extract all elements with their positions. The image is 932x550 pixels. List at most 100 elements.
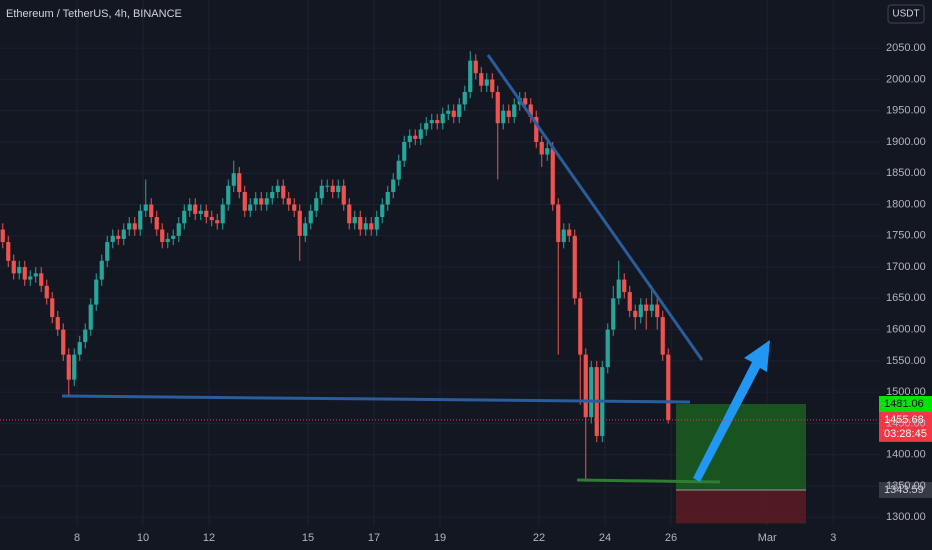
candle-body bbox=[215, 220, 220, 224]
candle-body bbox=[319, 185, 324, 199]
candle-body bbox=[561, 229, 566, 243]
candle-body bbox=[0, 229, 5, 243]
candle-body bbox=[369, 223, 374, 230]
candle-body bbox=[209, 217, 214, 221]
candle-body bbox=[407, 135, 412, 142]
candle-body bbox=[352, 217, 357, 224]
candle-body bbox=[110, 235, 115, 243]
candle-body bbox=[264, 198, 269, 205]
candle-body bbox=[39, 273, 44, 286]
candle-body bbox=[633, 310, 638, 318]
y-tick-label: 1550.00 bbox=[886, 355, 926, 367]
candle-body bbox=[336, 185, 341, 193]
y-tick-label: 1900.00 bbox=[886, 136, 926, 148]
y-tick-label: 1400.00 bbox=[886, 449, 926, 461]
candle-body bbox=[204, 210, 209, 218]
candle-body bbox=[292, 204, 297, 211]
candle-body bbox=[655, 304, 660, 318]
candle-body bbox=[495, 91, 500, 124]
candle-body bbox=[611, 298, 616, 330]
candle-body bbox=[341, 185, 346, 205]
candle-body bbox=[440, 113, 445, 124]
candle-body bbox=[572, 235, 577, 299]
price-badge bbox=[879, 396, 932, 413]
candle-body bbox=[567, 229, 572, 236]
candle-body bbox=[622, 279, 627, 293]
candle-body bbox=[198, 210, 203, 214]
candle-body bbox=[666, 354, 671, 420]
currency: USDT bbox=[892, 9, 919, 20]
candle-body bbox=[490, 79, 495, 92]
x-tick-label: 19 bbox=[434, 532, 446, 544]
candle-body bbox=[473, 60, 478, 74]
candle-body bbox=[281, 185, 286, 199]
candle-body bbox=[231, 173, 236, 186]
y-tick-label: 2000.00 bbox=[886, 73, 926, 85]
candle-body bbox=[182, 210, 187, 224]
y-tick-label: 1500.00 bbox=[886, 386, 926, 398]
candle-body bbox=[165, 238, 170, 243]
candle-body bbox=[385, 192, 390, 205]
chart-title: Ethereum / TetherUS, 4h, BINANCE bbox=[6, 8, 182, 20]
candle-body bbox=[550, 148, 555, 205]
x-tick-label: 26 bbox=[665, 532, 677, 544]
candle-body bbox=[578, 298, 583, 355]
candle-body bbox=[44, 285, 49, 299]
candle-body bbox=[583, 354, 588, 418]
candle-body bbox=[270, 192, 275, 199]
candle-body bbox=[457, 104, 462, 117]
y-tick-label: 1650.00 bbox=[886, 292, 926, 304]
candle-body bbox=[226, 185, 231, 205]
candle-body bbox=[649, 304, 654, 311]
candle-body bbox=[99, 260, 104, 280]
candle-body bbox=[297, 210, 302, 236]
candle-body bbox=[347, 204, 352, 224]
price-badge-label: 1481.06 bbox=[884, 398, 924, 410]
candle-body bbox=[138, 210, 143, 230]
candle-body bbox=[413, 135, 418, 139]
candle-body bbox=[160, 229, 165, 243]
price-badge-label: 1455.68 bbox=[884, 414, 924, 426]
y-tick-label: 1700.00 bbox=[886, 261, 926, 273]
y-tick-label: 1300.00 bbox=[886, 511, 926, 523]
candle-body bbox=[6, 242, 11, 261]
y-tick-label: 2050.00 bbox=[886, 42, 926, 54]
candle-body bbox=[105, 242, 110, 261]
stop-zone bbox=[676, 489, 806, 524]
position-tool bbox=[676, 404, 806, 524]
x-tick-label: 12 bbox=[203, 532, 215, 544]
grid bbox=[0, 0, 880, 526]
candle-body bbox=[451, 110, 456, 117]
y-tick-label: 1350.00 bbox=[886, 480, 926, 492]
x-tick-label: 22 bbox=[533, 532, 545, 544]
candle-body bbox=[121, 229, 126, 239]
candle-body bbox=[358, 217, 363, 230]
arrow bbox=[693, 340, 770, 482]
candle-body bbox=[605, 329, 610, 368]
trend-line bbox=[486, 54, 704, 361]
candle-body bbox=[545, 148, 550, 155]
candle-body bbox=[644, 304, 649, 311]
candle-body bbox=[127, 223, 132, 230]
currency-box bbox=[887, 4, 925, 24]
candle-body bbox=[259, 198, 264, 205]
y-tick-label: 1450.00 bbox=[886, 417, 926, 429]
candle-body bbox=[22, 267, 27, 280]
candle-body bbox=[143, 204, 148, 211]
x-tick-label: 24 bbox=[599, 532, 611, 544]
candle-body bbox=[253, 198, 258, 205]
x-tick-label: 10 bbox=[137, 532, 149, 544]
x-tick-label: Mar bbox=[758, 532, 777, 544]
candle-body bbox=[33, 273, 38, 277]
candle-body bbox=[61, 329, 66, 355]
candle-body bbox=[627, 292, 632, 311]
candle-body bbox=[528, 104, 533, 117]
candle-body bbox=[88, 304, 93, 330]
candle-body bbox=[72, 354, 77, 380]
candle-body bbox=[512, 104, 517, 117]
candle-body bbox=[479, 73, 484, 86]
x-tick-label: 3 bbox=[830, 532, 836, 544]
candle-body bbox=[363, 223, 368, 230]
candle-body bbox=[402, 141, 407, 161]
candle-body bbox=[11, 260, 16, 274]
